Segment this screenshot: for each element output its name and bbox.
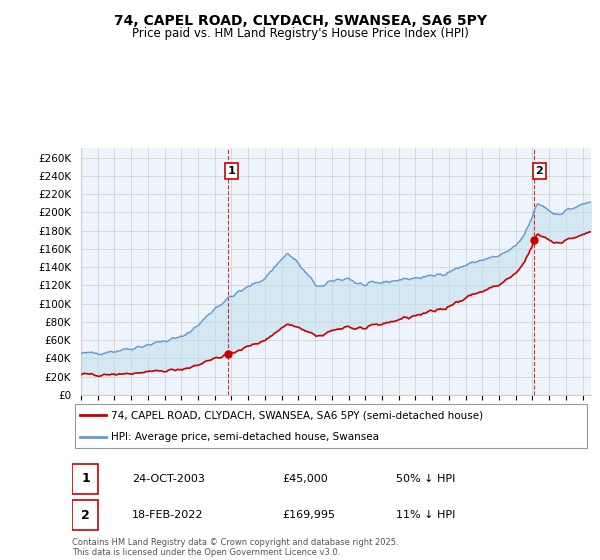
Text: 18-FEB-2022: 18-FEB-2022 [132, 510, 203, 520]
FancyBboxPatch shape [72, 464, 98, 494]
Text: 24-OCT-2003: 24-OCT-2003 [132, 474, 205, 484]
Text: 50% ↓ HPI: 50% ↓ HPI [396, 474, 455, 484]
Text: 1: 1 [81, 472, 90, 486]
Text: 74, CAPEL ROAD, CLYDACH, SWANSEA, SA6 5PY: 74, CAPEL ROAD, CLYDACH, SWANSEA, SA6 5P… [113, 14, 487, 28]
FancyBboxPatch shape [72, 500, 98, 530]
Text: 11% ↓ HPI: 11% ↓ HPI [396, 510, 455, 520]
Text: 2: 2 [536, 166, 544, 176]
FancyBboxPatch shape [74, 404, 587, 449]
Text: 2: 2 [81, 508, 90, 522]
Text: £169,995: £169,995 [282, 510, 335, 520]
Text: HPI: Average price, semi-detached house, Swansea: HPI: Average price, semi-detached house,… [111, 432, 379, 442]
Text: 1: 1 [228, 166, 236, 176]
Text: Contains HM Land Registry data © Crown copyright and database right 2025.
This d: Contains HM Land Registry data © Crown c… [72, 538, 398, 557]
Text: Price paid vs. HM Land Registry's House Price Index (HPI): Price paid vs. HM Land Registry's House … [131, 27, 469, 40]
Text: £45,000: £45,000 [282, 474, 328, 484]
Text: 74, CAPEL ROAD, CLYDACH, SWANSEA, SA6 5PY (semi-detached house): 74, CAPEL ROAD, CLYDACH, SWANSEA, SA6 5P… [111, 410, 483, 421]
